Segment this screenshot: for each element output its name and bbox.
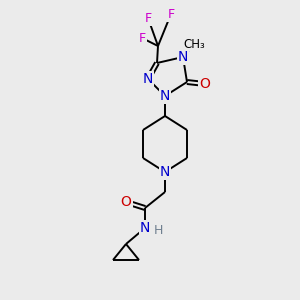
Text: O: O [200, 77, 210, 91]
Text: N: N [160, 165, 170, 179]
Text: F: F [144, 11, 152, 25]
Text: CH₃: CH₃ [183, 38, 205, 50]
Text: N: N [143, 72, 153, 86]
Text: N: N [160, 89, 170, 103]
Text: N: N [140, 221, 150, 235]
Text: F: F [167, 8, 175, 20]
Text: F: F [138, 32, 146, 44]
Text: O: O [121, 195, 131, 209]
Text: H: H [153, 224, 163, 236]
Text: N: N [178, 50, 188, 64]
